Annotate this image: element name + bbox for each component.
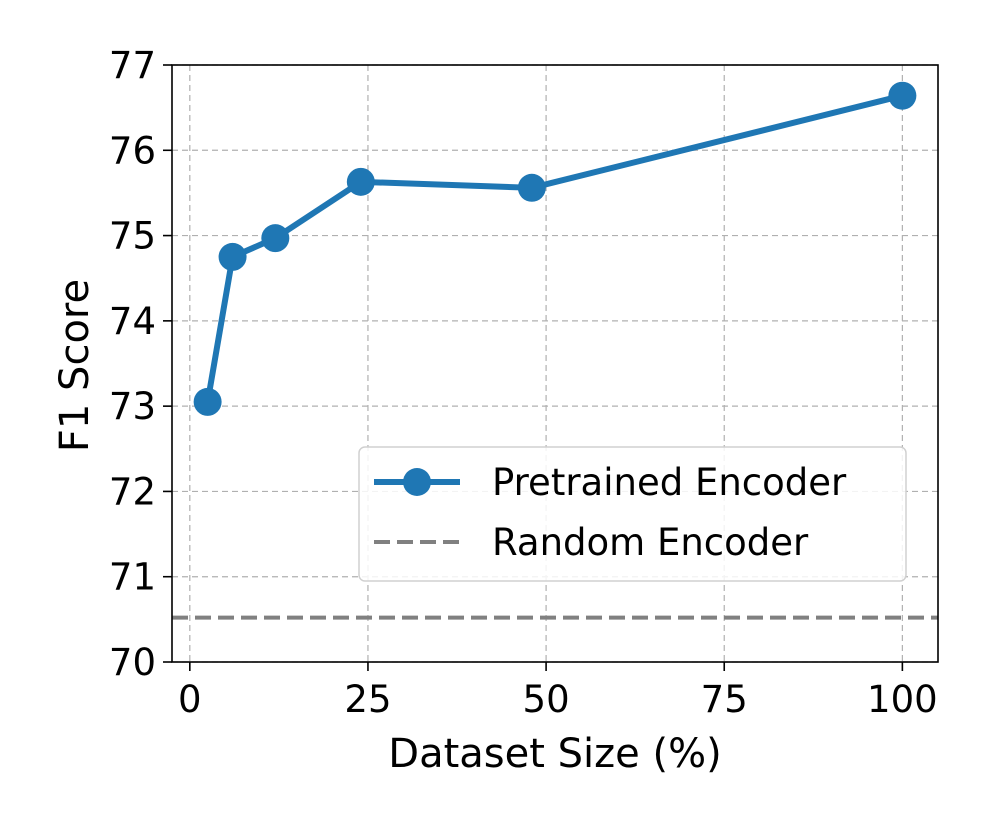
- y-tick-label: 75: [109, 215, 156, 258]
- y-tick-label: 76: [109, 129, 156, 172]
- legend-entry-random: Random Encoder: [492, 521, 809, 564]
- y-tick-label: 77: [109, 44, 156, 87]
- y-tick-label: 73: [109, 385, 156, 428]
- y-tick-label: 70: [109, 641, 156, 684]
- legend: Pretrained Encoder Random Encoder: [358, 446, 907, 582]
- x-tick-label: 50: [523, 678, 570, 721]
- data-point: [261, 224, 290, 253]
- plot-frame: [171, 64, 939, 663]
- x-tick-label: 75: [701, 678, 748, 721]
- data-point: [888, 81, 917, 110]
- y-tick-label: 71: [109, 556, 156, 599]
- y-tick-label: 74: [109, 300, 156, 343]
- y-axis-ticks: 70 71 72 73 74 75 76 77: [109, 44, 172, 684]
- legend-swatch-pretrained-marker: [403, 468, 431, 496]
- x-tick-label: 100: [867, 678, 938, 721]
- y-axis-label: F1 Score: [52, 279, 98, 452]
- y-tick-label: 72: [109, 470, 156, 513]
- data-point: [193, 387, 222, 416]
- x-tick-label: 0: [178, 678, 202, 721]
- pretrained-encoder-line: [204, 92, 904, 403]
- legend-entry-pretrained: Pretrained Encoder: [492, 461, 847, 504]
- data-point: [346, 167, 375, 196]
- x-axis-label: Dataset Size (%): [388, 731, 721, 777]
- data-point: [517, 173, 546, 202]
- pretrained-encoder-series: [193, 81, 917, 416]
- legend-box: [358, 446, 907, 582]
- data-point: [218, 242, 247, 271]
- x-axis-ticks: 0 25 50 75 100: [178, 662, 938, 721]
- x-tick-label: 25: [344, 678, 391, 721]
